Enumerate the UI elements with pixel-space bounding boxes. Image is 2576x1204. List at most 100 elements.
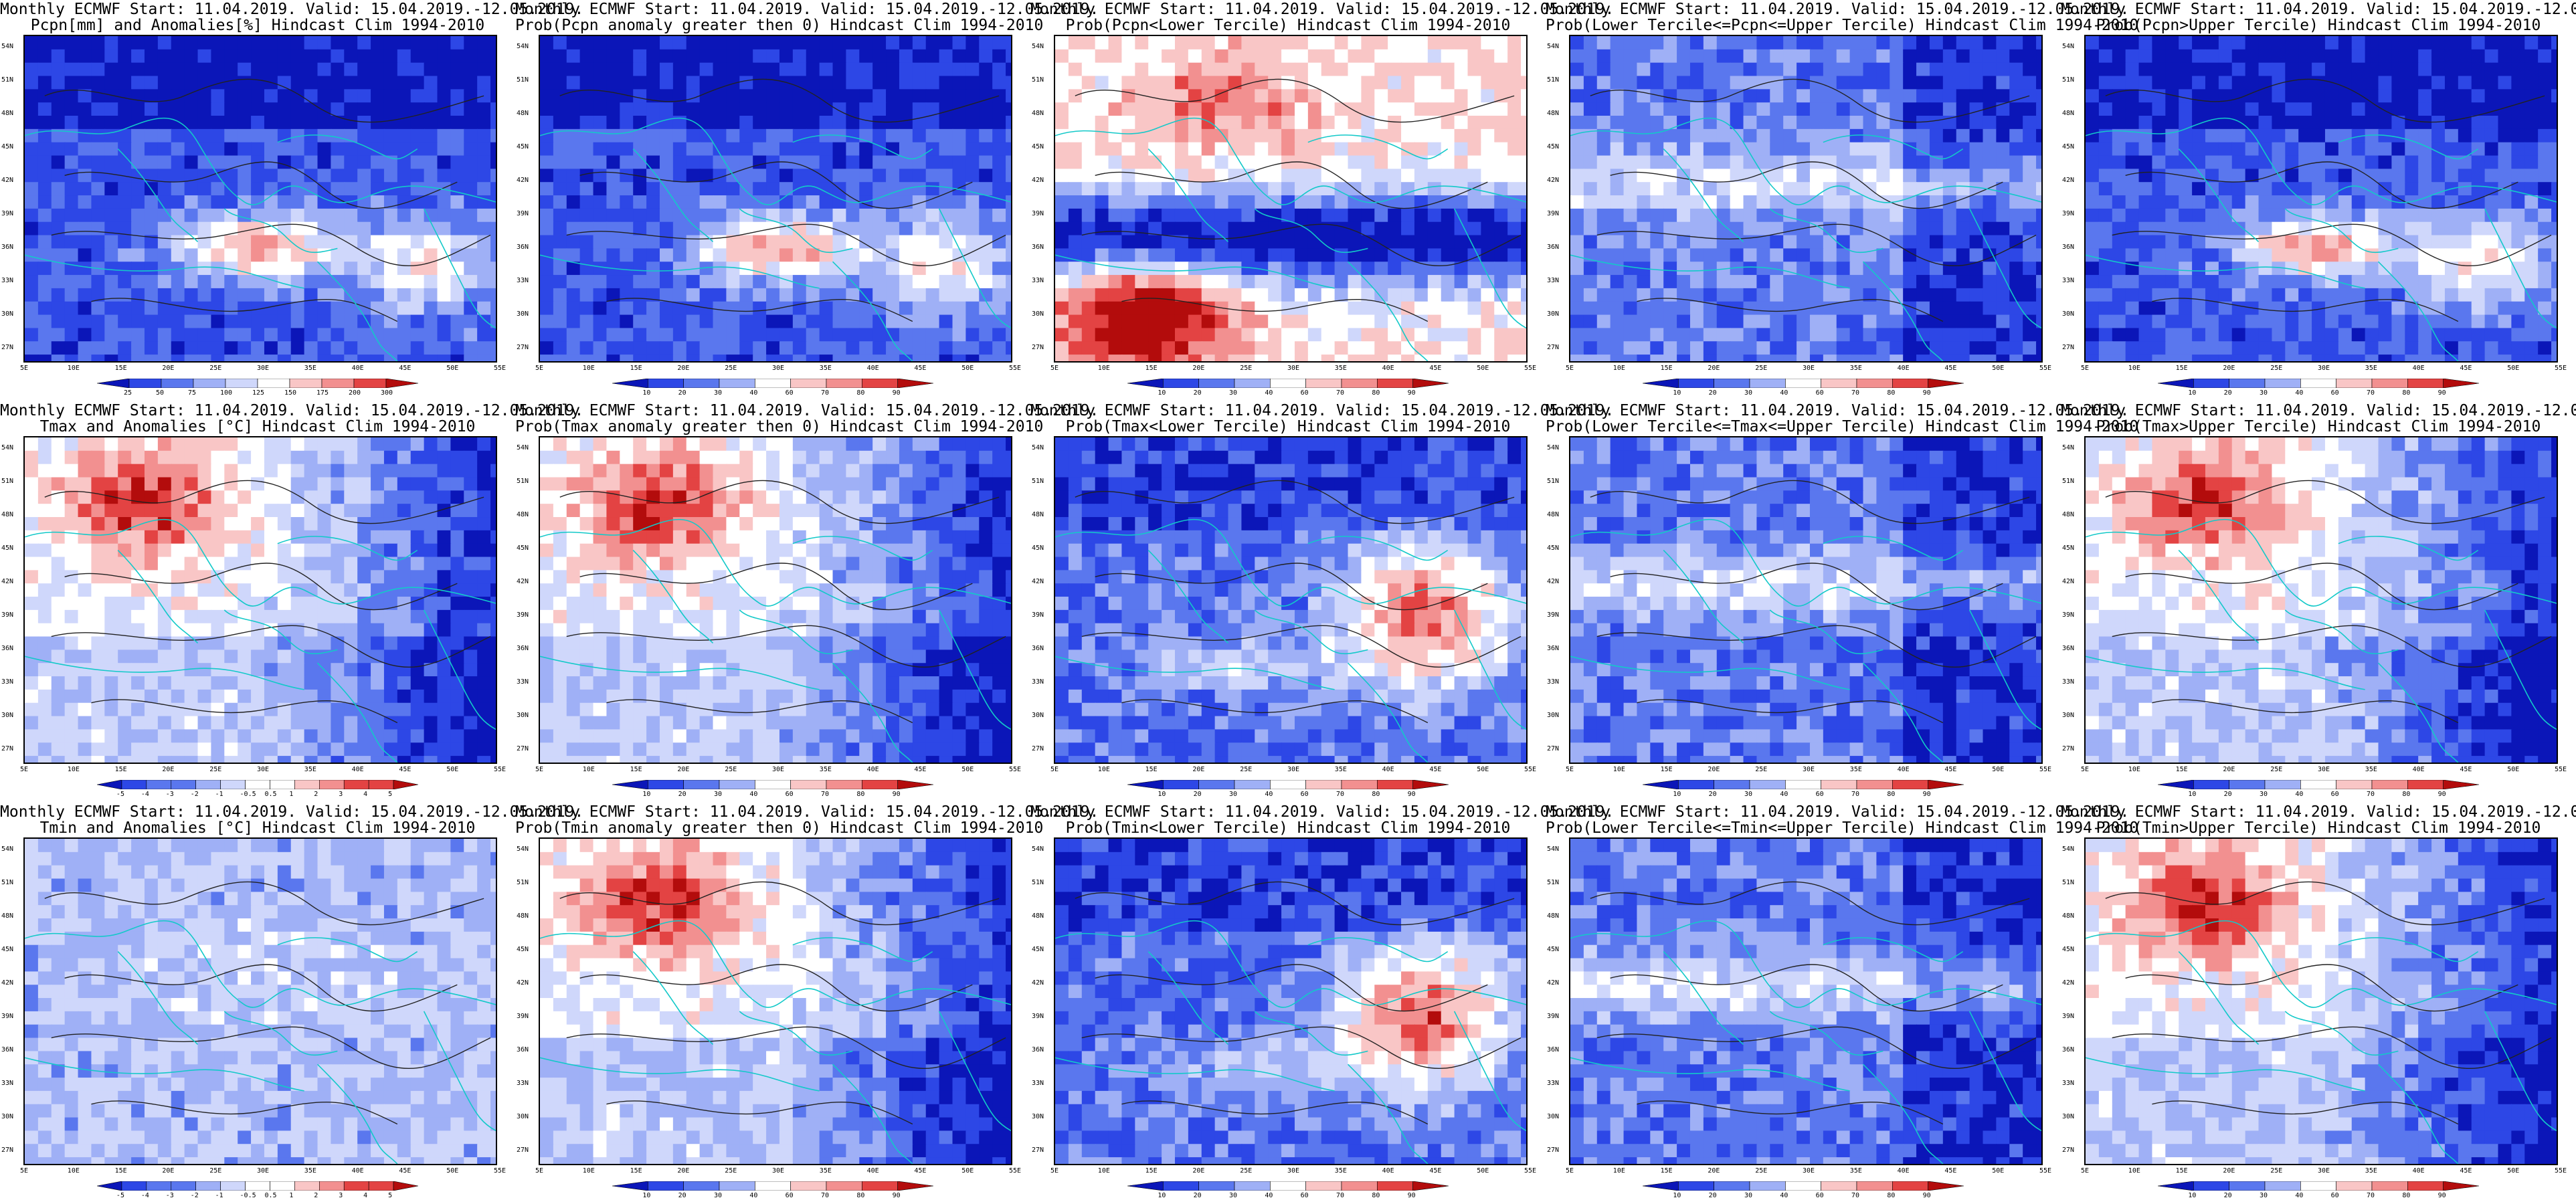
- colorbar-segment: [2193, 1181, 2229, 1191]
- colorbar-segment: [1892, 1181, 1928, 1191]
- coastline: [632, 951, 714, 1045]
- colorbar-segment: [1749, 780, 1786, 789]
- latitude-tick-label: 45N: [517, 946, 529, 953]
- longitude-tick-label: 55E: [1009, 766, 1022, 773]
- colorbar-tick-label: 30: [1744, 1192, 1753, 1199]
- longitude-tick-label: 35E: [819, 365, 832, 372]
- latitude-tick-label: 30N: [1032, 310, 1044, 318]
- colorbar-tick-label: 40: [1265, 791, 1273, 798]
- latitude-tick-label: 36N: [517, 1046, 529, 1054]
- latitude-tick-label: 51N: [1032, 76, 1044, 84]
- latitude-tick-label: 48N: [2062, 110, 2075, 117]
- contour-line: [606, 699, 913, 724]
- colorbar-segment: [1821, 1181, 1857, 1191]
- colorbar-segment: [719, 379, 755, 388]
- contour-line: [1075, 480, 1515, 524]
- colorbar-tick-label: 10: [1158, 791, 1166, 798]
- colorbar-segment: [1270, 379, 1306, 388]
- colorbar-segment: [220, 1181, 246, 1191]
- colorbar-tick-label: 70: [1851, 791, 1860, 798]
- coastline: [2178, 951, 2260, 1045]
- longitude-tick-label: 15E: [114, 365, 127, 372]
- latitude-tick-label: 39N: [1032, 210, 1044, 217]
- longitude-tick-label: 10E: [582, 1167, 595, 1175]
- colorbar-tick-label: 80: [2402, 1192, 2411, 1199]
- latitude-tick-label: 27N: [517, 745, 529, 752]
- colorbar-segment: [1821, 379, 1857, 388]
- longitude-tick-label: 25E: [2270, 365, 2283, 372]
- colorbar-segment: [2229, 780, 2266, 789]
- coastline: [632, 550, 714, 644]
- contour-line: [2112, 625, 2552, 668]
- longitude-tick-label: 5E: [2081, 766, 2090, 773]
- longitude-tick-label: 25E: [725, 766, 737, 773]
- latitude-tick-label: 42N: [1, 578, 14, 585]
- map-field: [1570, 839, 2041, 1164]
- colorbar-segment: [97, 379, 130, 388]
- colorbar-tick-label: -4: [141, 1192, 149, 1199]
- colorbar-segment: [368, 1181, 394, 1191]
- colorbar: [1127, 379, 1449, 388]
- colorbar: [612, 379, 933, 388]
- colorbar-segment: [755, 780, 791, 789]
- latitude-tick-label: 30N: [1032, 712, 1044, 719]
- contour-line: [64, 563, 458, 611]
- latitude-tick-label: 45N: [2062, 143, 2075, 150]
- colorbar-tick-label: 20: [2223, 791, 2232, 798]
- latitude-tick-label: 48N: [1032, 110, 1044, 117]
- longitude-tick-label: 35E: [1849, 1167, 1862, 1175]
- latitude-tick-label: 54N: [1032, 43, 1044, 50]
- coastline: [540, 254, 820, 289]
- colorbar-segment: [245, 1181, 270, 1191]
- colorbar-tick-label: 60: [2330, 791, 2339, 798]
- contour-line: [2112, 223, 2552, 267]
- latitude-tick-label: 33N: [1547, 678, 1560, 686]
- latitude-tick-label: 48N: [517, 511, 529, 518]
- colorbar-tick-label: 1: [289, 791, 294, 798]
- coastline: [1769, 208, 1883, 254]
- panel-title-line2: Prob(Tmax<Lower Tercile) Hindcast Clim 1…: [1065, 418, 1511, 435]
- colorbar-segment: [195, 1181, 221, 1191]
- latitude-tick-label: 54N: [2062, 444, 2075, 452]
- longitude-tick-label: 55E: [2039, 766, 2052, 773]
- contour-line: [51, 1026, 491, 1070]
- coastline: [2086, 518, 2557, 607]
- latitude-tick-label: 30N: [1032, 1113, 1044, 1120]
- coastline: [1453, 1011, 1526, 1132]
- colorbar-segment: [790, 1181, 827, 1191]
- longitude-tick-label: 5E: [2081, 1167, 2090, 1175]
- latitude-tick-label: 51N: [517, 76, 529, 84]
- longitude-tick-label: 45E: [399, 365, 411, 372]
- longitude-tick-label: 50E: [1477, 365, 1489, 372]
- contour-line: [1590, 881, 2030, 926]
- latitude-tick-label: 54N: [1, 845, 14, 853]
- colorbar-tick-label: 10: [1158, 1192, 1166, 1199]
- longitude-tick-label: 45E: [399, 1167, 411, 1175]
- coastline: [1769, 1011, 1883, 1056]
- coastline: [1055, 518, 1526, 607]
- colorbar: [97, 1181, 418, 1191]
- map-panel: Monthly ECMWF Start: 11.04.2019. Valid: …: [1546, 803, 2138, 1204]
- coastline: [1663, 951, 1744, 1045]
- colorbar-segment: [755, 379, 791, 388]
- contour-line: [559, 78, 1000, 123]
- longitude-tick-label: 30E: [1287, 1167, 1300, 1175]
- latitude-tick-label: 51N: [1, 478, 14, 485]
- longitude-tick-label: 10E: [1613, 1167, 1625, 1175]
- colorbar-tick-label: 70: [1851, 1192, 1860, 1199]
- colorbar-segment: [1892, 379, 1928, 388]
- coastline: [25, 656, 304, 690]
- latitude-tick-label: 51N: [1, 76, 14, 84]
- colorbar-tick-label: 70: [2367, 1192, 2375, 1199]
- colorbar-segment: [648, 379, 684, 388]
- colorbar-tick-label: 1: [289, 1192, 294, 1199]
- colorbar-segment: [1785, 780, 1821, 789]
- colorbar-segment: [257, 379, 290, 388]
- latitude-tick-label: 54N: [517, 444, 529, 452]
- panel-title-line2: Prob(Tmax anomaly greater then 0) Hindca…: [515, 418, 1044, 435]
- coastline: [316, 662, 398, 763]
- longitude-tick-label: 5E: [535, 1167, 544, 1175]
- coastline: [540, 518, 1011, 607]
- longitude-tick-label: 40E: [2412, 1167, 2425, 1175]
- longitude-tick-label: 20E: [677, 1167, 690, 1175]
